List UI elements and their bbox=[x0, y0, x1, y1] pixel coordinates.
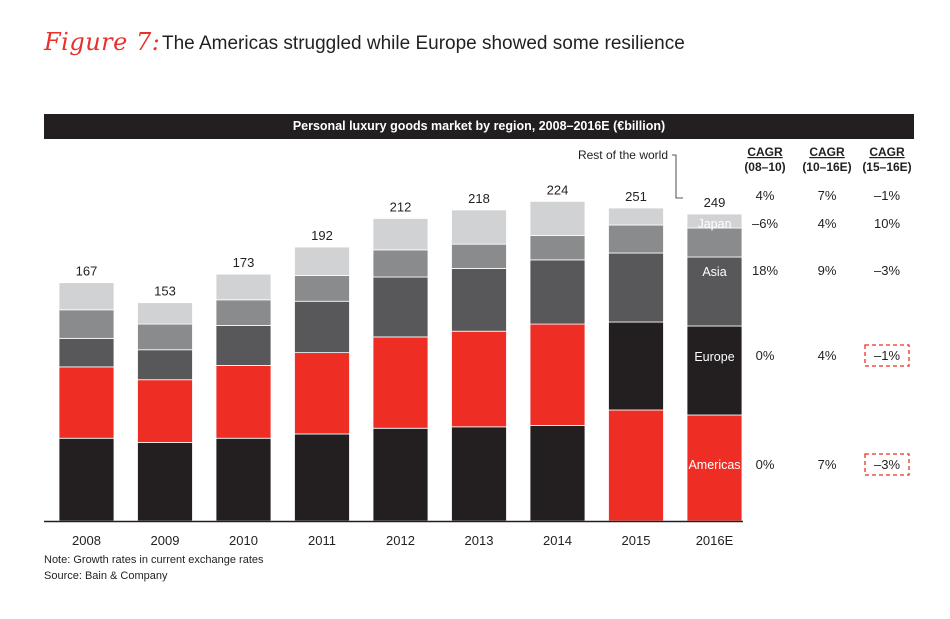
cagr-header-line1: CAGR bbox=[747, 145, 783, 159]
x-tick-label: 2010 bbox=[229, 533, 258, 548]
bar-segment-americas-2012 bbox=[372, 427, 429, 522]
x-tick-label: 2009 bbox=[151, 533, 180, 548]
x-tick-label: 2012 bbox=[386, 533, 415, 548]
x-tick-label: 2013 bbox=[465, 533, 494, 548]
bar-total-label: 212 bbox=[390, 199, 412, 214]
bar-total-label: 249 bbox=[704, 195, 726, 210]
bar-segment-japan-2014 bbox=[529, 235, 586, 261]
cagr-value: –3% bbox=[874, 263, 900, 278]
cagr-value: –6% bbox=[752, 216, 778, 231]
cagr-highlight-box bbox=[864, 344, 910, 367]
bar-total-label: 251 bbox=[625, 189, 647, 204]
bar-segment-europe-2014 bbox=[529, 323, 586, 426]
chart-title-bar: Personal luxury goods market by region, … bbox=[44, 114, 914, 139]
bar-segment-japan-2012 bbox=[372, 249, 429, 278]
bar-total-label: 153 bbox=[154, 284, 176, 299]
bar-segment-japan-2013 bbox=[451, 243, 507, 269]
cagr-highlight-box bbox=[864, 453, 910, 476]
bar-segment-europe-2016E bbox=[686, 325, 743, 416]
bar-segment-japan-2009 bbox=[137, 323, 193, 351]
bar-segment-rest-of-world-2009 bbox=[137, 302, 193, 325]
cagr-value: 0% bbox=[756, 457, 775, 472]
bar-segment-rest-of-world-2016E bbox=[686, 213, 743, 229]
cagr-header-line2: (08–10) bbox=[744, 160, 785, 174]
cagr-value: 18% bbox=[752, 263, 778, 278]
cagr-value: 10% bbox=[874, 216, 900, 231]
bar-segment-rest-of-world-2010 bbox=[215, 273, 272, 301]
rest-of-world-callout: Rest of the world bbox=[578, 148, 668, 162]
bar-segment-americas-2009 bbox=[137, 442, 193, 522]
x-tick-label: 2011 bbox=[308, 533, 336, 548]
segment-label-europe: Europe bbox=[694, 350, 734, 364]
bar-segment-asia-2008 bbox=[58, 337, 115, 368]
x-tick-label: 2016E bbox=[696, 533, 734, 548]
cagr-header-line2: (10–16E) bbox=[802, 160, 851, 174]
rest-of-world-leader-line bbox=[672, 154, 683, 199]
bar-segment-asia-2013 bbox=[451, 268, 507, 332]
cagr-header-line2: (15–16E) bbox=[862, 160, 911, 174]
cagr-value: 7% bbox=[818, 188, 837, 203]
bar-segment-asia-2010 bbox=[215, 325, 272, 366]
bar-total-label: 167 bbox=[76, 264, 98, 279]
bar-segment-asia-2014 bbox=[529, 259, 586, 325]
figure-title: The Americas struggled while Europe show… bbox=[162, 33, 685, 54]
bar-segment-japan-2010 bbox=[215, 299, 272, 326]
bar-segment-americas-2014 bbox=[529, 424, 586, 522]
footnote-note: Note: Growth rates in current exchange r… bbox=[44, 554, 264, 566]
bar-segment-japan-2011 bbox=[294, 275, 350, 302]
cagr-value: 9% bbox=[818, 263, 837, 278]
cagr-header-line1: CAGR bbox=[809, 145, 845, 159]
bar-total-label: 224 bbox=[547, 182, 569, 197]
bar-segment-japan-2015 bbox=[608, 224, 664, 254]
bar-total-label: 218 bbox=[468, 191, 490, 206]
bar-segment-americas-2011 bbox=[294, 433, 350, 522]
bar-segment-asia-2012 bbox=[372, 276, 429, 338]
cagr-value: 4% bbox=[756, 188, 775, 203]
bar-segment-europe-2013 bbox=[451, 330, 507, 428]
bar-segment-americas-2008 bbox=[58, 437, 115, 522]
cagr-value: 0% bbox=[756, 348, 775, 363]
cagr-value: 7% bbox=[818, 457, 837, 472]
bar-segment-americas-2010 bbox=[215, 437, 272, 522]
cagr-value: –3% bbox=[874, 457, 900, 472]
x-tick-label: 2015 bbox=[622, 533, 651, 548]
bar-segment-americas-2015 bbox=[608, 409, 664, 522]
bar-segment-rest-of-world-2015 bbox=[608, 207, 664, 226]
bar-segment-europe-2010 bbox=[215, 365, 272, 439]
bar-segment-japan-2016E bbox=[686, 227, 743, 258]
bar-segment-europe-2009 bbox=[137, 379, 193, 443]
bar-segment-europe-2008 bbox=[58, 366, 115, 439]
cagr-value: 4% bbox=[818, 348, 837, 363]
bar-segment-rest-of-world-2008 bbox=[58, 282, 115, 311]
footnote-source: Source: Bain & Company bbox=[44, 570, 168, 582]
bar-segment-rest-of-world-2014 bbox=[529, 200, 586, 237]
bar-segment-asia-2011 bbox=[294, 300, 350, 354]
bar-total-label: 192 bbox=[311, 228, 333, 243]
x-tick-label: 2014 bbox=[543, 533, 572, 548]
cagr-value: –1% bbox=[874, 348, 900, 363]
bar-segment-americas-2013 bbox=[451, 426, 507, 522]
bar-segment-rest-of-world-2013 bbox=[451, 209, 507, 245]
bar-total-label: 173 bbox=[233, 255, 255, 270]
bar-segment-europe-2011 bbox=[294, 352, 350, 435]
cagr-value: 4% bbox=[818, 216, 837, 231]
bar-segment-asia-2015 bbox=[608, 252, 664, 323]
bar-segment-asia-2009 bbox=[137, 349, 193, 381]
bar-segment-europe-2015 bbox=[608, 321, 664, 411]
figure-label: Figure 7: bbox=[44, 28, 161, 56]
bar-segment-europe-2012 bbox=[372, 336, 429, 429]
bar-segment-rest-of-world-2011 bbox=[294, 246, 350, 276]
segment-label-americas: Americas bbox=[688, 458, 740, 472]
bar-segment-japan-2008 bbox=[58, 309, 115, 339]
cagr-header-line1: CAGR bbox=[869, 145, 905, 159]
cagr-value: –1% bbox=[874, 188, 900, 203]
segment-label-asia: Asia bbox=[702, 265, 726, 279]
x-tick-label: 2008 bbox=[72, 533, 101, 548]
segment-label-japan: Japan bbox=[697, 217, 731, 231]
bar-segment-rest-of-world-2012 bbox=[372, 218, 429, 251]
